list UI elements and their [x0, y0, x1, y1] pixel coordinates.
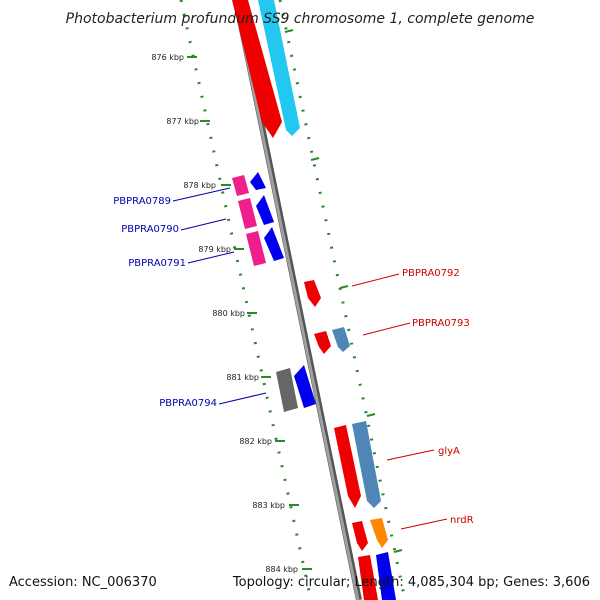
leader-PBPRA0791: [187, 251, 235, 264]
leader-PBPRA0794: [218, 392, 267, 405]
gene-label-glyA[interactable]: glyA: [438, 446, 460, 457]
chromosome-backbone: [233, 0, 360, 600]
gene-labels: PBPRA0789 PBPRA0790 PBPRA0791 PBPRA0794 …: [113, 196, 473, 526]
topology-text: Topology: circular; Length: 4,085,304 bp…: [232, 575, 590, 590]
gene-label-PBPRA0791[interactable]: PBPRA0791: [128, 258, 186, 269]
ruler-tick-label: 878 kbp: [183, 181, 216, 190]
forward-genes: [232, 0, 396, 600]
gene-PBPRA0793-b[interactable]: [332, 327, 350, 352]
map-title: Photobacterium profundum SS9 chromosome …: [66, 11, 535, 27]
gene-PBPRA0790-a[interactable]: [238, 198, 257, 229]
accession-text: Accession: NC_006370: [9, 575, 157, 590]
ruler-ticks: 876 kbp 877 kbp 878 kbp 879 kbp 880 kbp …: [151, 53, 312, 574]
leader-PBPRA0792: [351, 273, 400, 287]
ruler-tick-label: 883 kbp: [252, 501, 285, 510]
ruler-tick-label: 881 kbp: [226, 373, 259, 382]
strand-tick: [339, 285, 349, 289]
gene-nrdR-b[interactable]: [370, 518, 388, 548]
gene-glyA-b[interactable]: [352, 421, 381, 508]
ruler-tick-label: 882 kbp: [239, 437, 272, 446]
ruler-tick-label: 884 kbp: [265, 565, 298, 574]
leader-PBPRA0790: [180, 218, 227, 231]
leader-nrdR: [400, 518, 448, 530]
gene-label-PBPRA0792[interactable]: PBPRA0792: [402, 268, 460, 279]
leader-glyA: [386, 449, 435, 461]
gene-PBPRA0790-b[interactable]: [256, 195, 274, 225]
gene-forward[interactable]: [358, 555, 378, 600]
gene-label-PBPRA0794[interactable]: PBPRA0794: [159, 398, 217, 409]
leader-PBPRA0789: [172, 187, 231, 202]
gene-PBPRA0791-b[interactable]: [264, 227, 284, 261]
gene-forward[interactable]: [258, 0, 300, 136]
gene-PBPRA0791-a[interactable]: [246, 231, 266, 266]
ruler-tick-label: 880 kbp: [212, 309, 245, 318]
gene-PBPRA0789-b[interactable]: [250, 172, 266, 190]
strand-tick: [284, 29, 294, 33]
gene-PBPRA0793-a[interactable]: [314, 331, 331, 354]
gene-forward[interactable]: [376, 552, 396, 600]
ruler-tick-label: 879 kbp: [198, 245, 231, 254]
strand-tick: [310, 157, 320, 161]
gene-forward[interactable]: [232, 0, 282, 138]
gene-PBPRA0792[interactable]: [304, 280, 321, 307]
gene-label-PBPRA0793[interactable]: PBPRA0793: [412, 318, 470, 329]
strand-tick: [366, 413, 376, 417]
gene-label-nrdR[interactable]: nrdR: [450, 515, 474, 526]
gene-PBPRA0794-a[interactable]: [276, 368, 298, 412]
gene-label-PBPRA0789[interactable]: PBPRA0789: [113, 196, 171, 207]
gene-PBPRA0789-a[interactable]: [232, 175, 249, 196]
gene-glyA-a[interactable]: [334, 425, 361, 508]
gene-nrdR-a[interactable]: [352, 521, 368, 551]
gene-PBPRA0794-b[interactable]: [294, 365, 316, 408]
leader-PBPRA0793: [362, 322, 411, 336]
ruler-tick-label: 877 kbp: [166, 117, 199, 126]
label-leaders: [172, 187, 448, 530]
ruler-tick-label: 876 kbp: [151, 53, 184, 62]
strand-ticks: [284, 29, 403, 553]
reverse-genes: [232, 172, 316, 412]
gene-label-PBPRA0790[interactable]: PBPRA0790: [121, 224, 179, 235]
strand-tick: [393, 549, 403, 553]
